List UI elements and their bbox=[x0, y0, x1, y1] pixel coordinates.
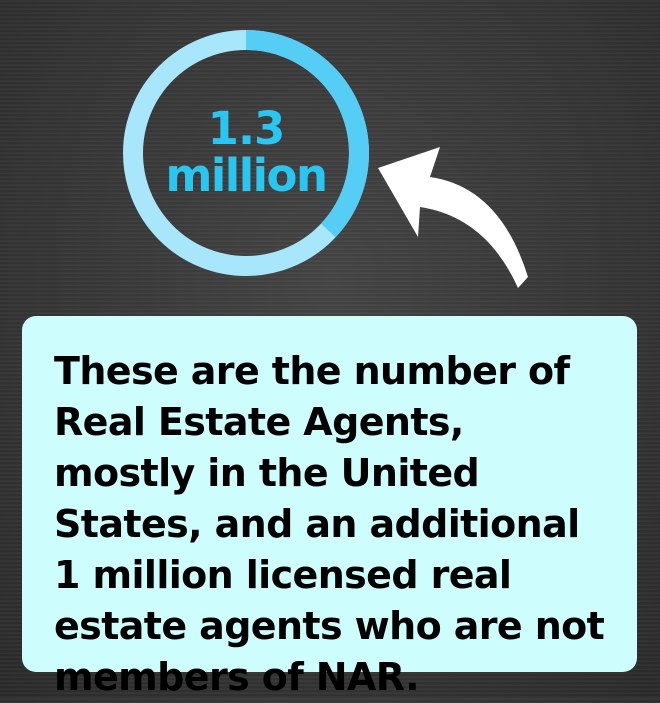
stat-label: 1.3 million bbox=[120, 27, 372, 279]
stat-unit: million bbox=[165, 149, 328, 202]
info-box: These are the number of Real Estate Agen… bbox=[22, 316, 637, 699]
stat-ring: 1.3 million bbox=[120, 27, 372, 279]
stat-value: 1.3 bbox=[207, 101, 286, 155]
info-text: These are the number of Real Estate Agen… bbox=[54, 349, 605, 699]
ring-fill bbox=[123, 30, 369, 276]
stat-ring-graphic bbox=[123, 30, 369, 276]
curved-arrow-up-left-icon bbox=[368, 135, 538, 305]
